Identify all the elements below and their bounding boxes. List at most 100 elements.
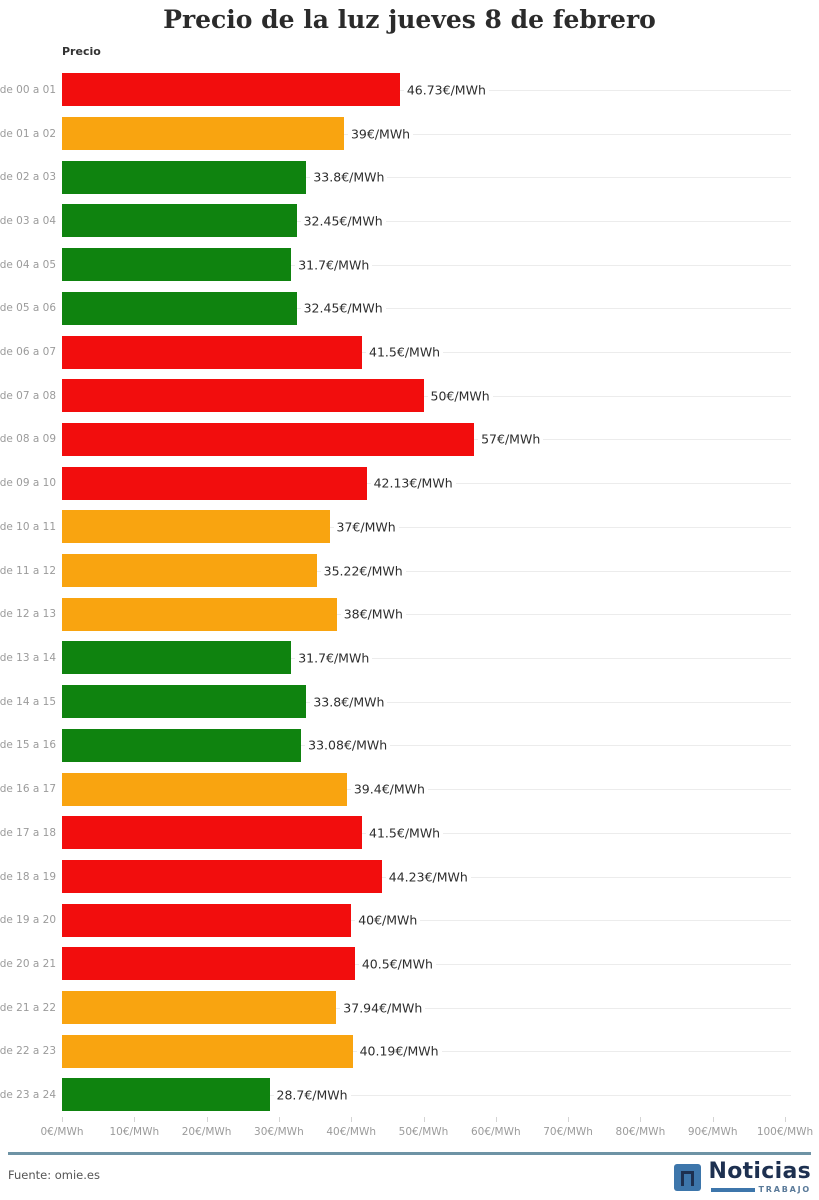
hour-label: de 04 a 05 [0,258,56,271]
row-gridline [62,526,791,528]
footer-divider [8,1152,811,1155]
price-value-label: 33.8€/MWh [310,693,388,711]
x-axis: 0€/MWh 10€/MWh 20€/MWh 30€/MWh 40€/MWh 50€/MW… [41,1117,813,1149]
logo-name: Noticias [708,1159,811,1184]
bar-row: de 06 a 07 41.5€/MWh [0,330,791,374]
x-axis-label: 60€/MWh [470,1126,521,1138]
hour-label: de 23 a 24 [0,1089,56,1102]
price-value-label: 42.13€/MWh [370,474,456,492]
bar-row: de 00 a 01 46.73€/MWh [0,68,791,112]
bar-row: de 16 a 17 39.4€/MWh [0,767,791,811]
row-gridline [62,133,791,135]
price-bar[interactable] [62,160,307,194]
x-axis-tick [423,1117,425,1122]
price-bar[interactable] [62,117,344,150]
bar-row: de 01 a 02 39€/MWh [0,112,791,156]
x-axis-tick [134,1117,136,1122]
bar-row: de 20 a 21 40.5€/MWh [0,942,791,986]
plot-area: de 00 a 01 46.73€/MWh de 01 a 02 39€/MWh… [0,68,791,1117]
noticias-trabajo-logo[interactable]: Noticias TRABAJO [674,1160,811,1194]
bar-row: de 05 a 06 32.45€/MWh [0,287,791,331]
hour-label: de 09 a 10 [0,477,56,490]
row-gridline [62,1095,791,1097]
hour-label: de 15 a 16 [0,739,56,752]
price-bar[interactable] [62,422,475,456]
price-bar[interactable] [62,335,363,369]
x-axis-label: 80€/MWh [615,1126,666,1138]
price-value-label: 38€/MWh [340,605,406,623]
row-gridline [62,177,791,179]
hour-label: de 21 a 22 [0,1001,56,1014]
price-bar[interactable] [62,379,424,413]
hour-label: de 18 a 19 [0,870,56,883]
x-axis-label: 10€/MWh [109,1126,160,1138]
hour-label: de 00 a 01 [0,83,56,96]
x-axis-tick [640,1117,642,1122]
price-bar[interactable] [62,466,367,500]
bar-row: de 04 a 05 31.7€/MWh [0,243,791,287]
price-bar[interactable] [62,248,292,282]
logo-tagline: TRABAJO [758,1185,811,1195]
hour-label: de 08 a 09 [0,433,56,446]
logo-subtitle: TRABAJO [708,1185,811,1194]
x-axis-label: 20€/MWh [181,1126,232,1138]
x-axis-label: 30€/MWh [254,1126,304,1138]
x-axis-tick [495,1117,497,1122]
price-value-label: 32.45€/MWh [300,212,386,230]
price-bar[interactable] [62,641,292,675]
bar-row: de 08 a 09 57€/MWh [0,418,791,462]
price-value-label: 28.7€/MWh [273,1086,351,1104]
price-value-label: 44.23€/MWh [385,868,471,885]
hour-label: de 13 a 14 [0,651,56,664]
hour-label: de 01 a 02 [0,127,56,140]
row-gridline [62,657,791,659]
row-gridline [62,264,791,266]
logo-subtitle-line [710,1187,755,1192]
row-gridline [62,920,791,922]
price-bar[interactable] [62,859,382,893]
price-value-label: 40€/MWh [355,911,421,929]
price-bar[interactable] [62,1034,353,1068]
x-axis-tick [785,1117,786,1122]
price-bar[interactable] [62,816,363,850]
y-axis-title: Precio [62,45,101,58]
price-bar[interactable] [62,772,347,806]
hour-label: de 02 a 03 [0,171,56,184]
price-bar[interactable] [62,685,307,719]
price-bar[interactable] [62,554,317,588]
bar-row: de 11 a 12 35.22€/MWh [0,549,791,593]
bar-row: de 03 a 04 32.45€/MWh [0,199,791,243]
row-gridline [62,745,791,747]
price-value-label: 35.22€/MWh [320,562,406,580]
price-bar[interactable] [62,510,330,544]
hour-label: de 03 a 04 [0,214,56,227]
price-bar[interactable] [62,991,337,1025]
x-axis-label: 90€/MWh [687,1126,738,1138]
hour-label: de 06 a 07 [0,346,56,359]
chart-title: Precio de la luz jueves 8 de febrero [163,5,656,34]
x-axis-label: 100€/MWh [756,1126,814,1138]
price-bar[interactable] [62,903,352,937]
price-value-label: 32.45€/MWh [300,299,386,317]
price-bar[interactable] [62,947,355,981]
price-value-label: 57€/MWh [478,430,544,448]
logo-n-glyph [681,1171,695,1186]
bar-row: de 12 a 13 38€/MWh [0,592,791,636]
hour-label: de 05 a 06 [0,302,56,315]
x-axis-label: 70€/MWh [543,1126,593,1138]
price-bar[interactable] [62,597,337,631]
price-bar[interactable] [62,204,297,238]
row-gridline [62,395,791,397]
price-bar[interactable] [62,728,302,762]
price-bar[interactable] [62,1078,270,1112]
price-bar[interactable] [62,291,297,325]
x-axis-tick [712,1117,714,1122]
row-gridline [62,570,791,572]
hour-label: de 11 a 12 [0,564,56,577]
hour-label: de 14 a 15 [0,695,56,708]
price-bar[interactable] [62,73,400,107]
logo-n-icon [674,1164,702,1191]
bar-row: de 19 a 20 40€/MWh [0,898,791,942]
price-value-label: 41.5€/MWh [366,343,444,361]
